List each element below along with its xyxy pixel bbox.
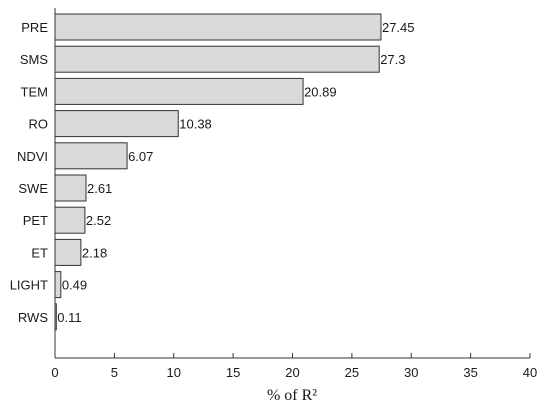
x-tick-label: 25 bbox=[345, 365, 359, 380]
data-label-et: 2.18 bbox=[82, 245, 107, 260]
category-label-et: ET bbox=[31, 245, 48, 260]
data-label-pet: 2.52 bbox=[86, 213, 111, 228]
data-label-ro: 10.38 bbox=[179, 117, 212, 132]
bar-pre bbox=[54, 13, 382, 41]
category-label-tem: TEM bbox=[21, 84, 48, 99]
data-label-pre: 27.45 bbox=[382, 20, 415, 35]
data-label-swe: 2.61 bbox=[87, 181, 112, 196]
bar-light bbox=[54, 271, 62, 299]
data-labels: 27.45 27.3 20.89 10.38 6.07 2.61 2.52 2.18 0.49 0… bbox=[57, 20, 414, 325]
category-label-sms: SMS bbox=[20, 52, 49, 67]
data-label-light: 0.49 bbox=[62, 278, 87, 293]
bar-pet bbox=[54, 206, 86, 234]
category-label-ro: RO bbox=[29, 117, 49, 132]
category-label-rws: RWS bbox=[18, 310, 48, 325]
x-tick-label: 0 bbox=[51, 365, 58, 380]
x-ticks: 0 5 10 15 20 25 30 35 40 bbox=[51, 353, 537, 380]
x-tick-label: 20 bbox=[285, 365, 299, 380]
category-label-light: LIGHT bbox=[10, 278, 48, 293]
bar-sms bbox=[54, 45, 380, 73]
category-label-ndvi: NDVI bbox=[17, 149, 48, 164]
x-tick-label: 10 bbox=[167, 365, 181, 380]
bars bbox=[54, 13, 382, 331]
x-tick-label: 5 bbox=[111, 365, 118, 380]
x-tick-label: 30 bbox=[404, 365, 418, 380]
x-axis-title: % of R² bbox=[267, 387, 317, 404]
bar-tem bbox=[54, 77, 304, 105]
category-label-pre: PRE bbox=[21, 20, 48, 35]
bar-ndvi bbox=[54, 142, 128, 170]
data-label-tem: 20.89 bbox=[304, 84, 337, 99]
x-tick-label: 15 bbox=[226, 365, 240, 380]
bar-swe bbox=[54, 174, 87, 202]
data-label-sms: 27.3 bbox=[380, 52, 405, 67]
data-label-ndvi: 6.07 bbox=[128, 149, 153, 164]
data-label-rws: 0.11 bbox=[57, 310, 81, 325]
x-tick-label: 35 bbox=[463, 365, 477, 380]
bar-ro bbox=[54, 110, 179, 138]
category-labels: PRE SMS TEM RO NDVI SWE PET ET LIGHT RWS bbox=[10, 20, 49, 325]
category-label-swe: SWE bbox=[18, 181, 48, 196]
x-tick-label: 40 bbox=[523, 365, 537, 380]
category-label-pet: PET bbox=[23, 213, 48, 228]
bar-et bbox=[54, 238, 82, 266]
